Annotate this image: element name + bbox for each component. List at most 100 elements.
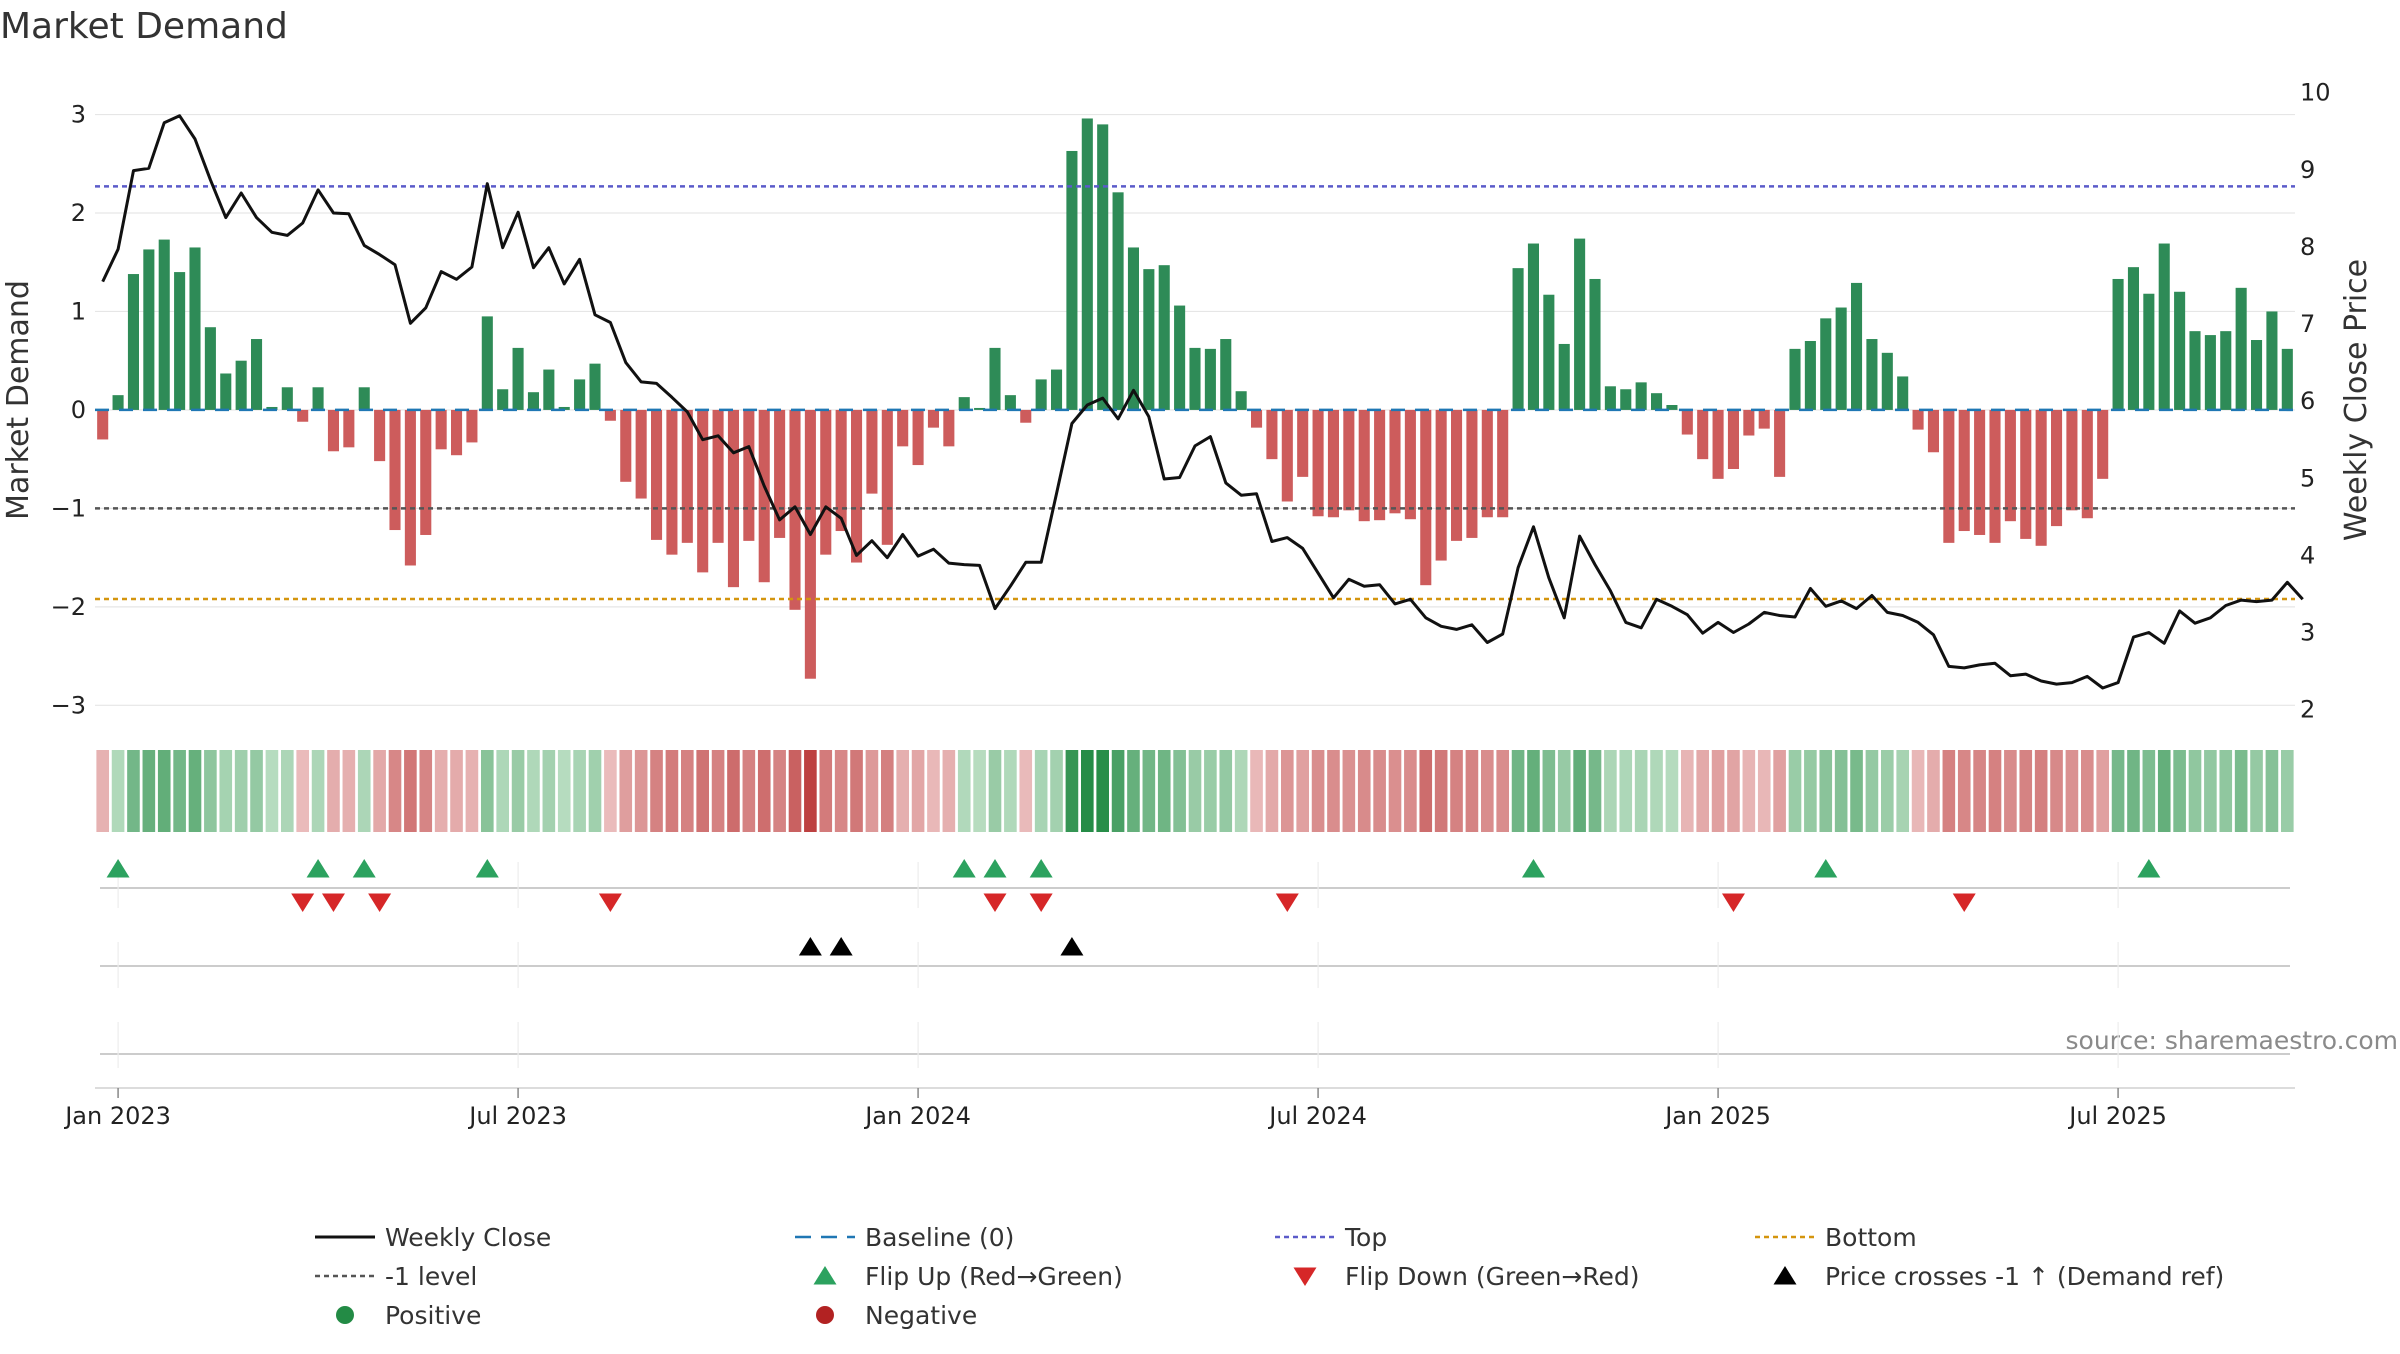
strip-cell — [542, 750, 556, 832]
demand-bars — [97, 118, 2293, 679]
strip-cell — [896, 750, 909, 832]
strip-cell — [1188, 750, 1202, 832]
demand-bar — [1974, 409, 1986, 535]
strip-cell — [234, 750, 248, 832]
y-axis: 3 2 1 0 −1 −2 −3 — [51, 101, 86, 720]
demand-bar — [1543, 294, 1555, 410]
strip-cell — [1588, 750, 1602, 832]
demand-bar — [1681, 409, 1693, 435]
strip-cell — [481, 750, 494, 832]
strip-cell — [1788, 750, 1802, 832]
demand-bar — [697, 409, 709, 573]
demand-bar — [1435, 409, 1447, 561]
demand-bar — [1989, 409, 2001, 543]
demand-color-strip — [96, 750, 2294, 832]
demand-bar — [1804, 341, 1816, 410]
demand-bar — [2020, 409, 2032, 539]
strip-cell — [1357, 750, 1371, 832]
demand-bar — [1051, 369, 1063, 410]
demand-bar — [1866, 339, 1878, 410]
demand-bar — [1958, 409, 1970, 532]
strip-cell — [711, 750, 725, 832]
demand-bar — [2189, 331, 2201, 410]
demand-bar — [1097, 124, 1109, 410]
demand-bar — [958, 397, 970, 410]
demand-bar — [2127, 267, 2139, 410]
y-tick-label: 3 — [71, 101, 86, 129]
demand-bar — [1835, 307, 1847, 410]
demand-bar — [204, 327, 216, 410]
strip-cell — [1388, 750, 1402, 832]
legend-label: Negative — [865, 1301, 977, 1330]
strip-cell — [527, 750, 540, 832]
demand-bar — [851, 409, 863, 563]
flip-down-marker — [1952, 893, 1976, 912]
legend-swatch-triangle-up — [1773, 1266, 1797, 1285]
legend-label: Price crosses -1 ↑ (Demand ref) — [1825, 1262, 2224, 1291]
strip-cell — [850, 750, 863, 832]
demand-bar — [2266, 311, 2278, 410]
demand-bar — [1266, 409, 1278, 460]
demand-bar — [1235, 391, 1247, 410]
price-cross-marker — [1060, 937, 1084, 956]
demand-bar — [604, 409, 616, 421]
strip-cell — [1911, 750, 1925, 832]
price-cross-marker — [829, 937, 853, 956]
strip-cell — [1850, 750, 1863, 832]
strip-cell — [1034, 750, 1048, 832]
strip-cell — [296, 750, 309, 832]
demand-bar — [1389, 409, 1401, 514]
demand-bar — [835, 409, 847, 532]
demand-bar — [1620, 389, 1632, 410]
demand-bar — [635, 409, 647, 499]
strip-cell — [1281, 750, 1294, 832]
y2-axis-title: Weekly Close Price — [2339, 259, 2374, 541]
strip-cell — [188, 750, 202, 832]
flip-down-marker — [1029, 893, 1053, 912]
strip-cell — [1373, 750, 1386, 832]
strip-cell — [1481, 750, 1494, 832]
demand-bar — [2004, 409, 2016, 522]
legend-entry: Bottom — [1755, 1223, 1917, 1252]
strip-cell — [1696, 750, 1709, 832]
demand-bar — [2220, 331, 2232, 410]
x-tick-label: Jan 2025 — [1663, 1102, 1771, 1130]
strip-cell — [1988, 750, 2002, 832]
strip-cell — [1881, 750, 1894, 832]
demand-bar — [2158, 243, 2170, 410]
strip-cell — [204, 750, 217, 832]
strip-cell — [142, 750, 156, 832]
demand-bar — [1789, 348, 1801, 410]
demand-bar — [666, 409, 678, 555]
strip-cell — [1327, 750, 1340, 832]
demand-bar — [1727, 409, 1739, 469]
strip-cell — [1711, 750, 1725, 832]
demand-bar — [1527, 243, 1539, 410]
strip-cell — [742, 750, 756, 832]
demand-bar — [1112, 192, 1124, 410]
demand-bar — [758, 409, 770, 583]
strip-cell — [988, 750, 1002, 832]
strip-cell — [1819, 750, 1833, 832]
strip-cell — [1773, 750, 1786, 832]
strip-cell — [1727, 750, 1740, 832]
flip-up-marker — [2137, 859, 2161, 878]
strip-cell — [2219, 750, 2233, 832]
strip-cell — [2250, 750, 2263, 832]
strip-cell — [1081, 750, 1094, 832]
legend-entry: -1 level — [315, 1262, 477, 1291]
strip-cell — [1804, 750, 1817, 832]
demand-bar — [2035, 409, 2047, 546]
strip-cell — [496, 750, 509, 832]
strip-cell — [281, 750, 294, 832]
demand-bar — [312, 387, 324, 410]
demand-bar — [2174, 291, 2186, 410]
strip-cell — [2188, 750, 2202, 832]
strip-cell — [957, 750, 971, 832]
legend-swatch-triangle-up — [813, 1266, 837, 1285]
legend-entry: Weekly Close — [315, 1223, 551, 1252]
strip-cell — [1204, 750, 1217, 832]
strip-cell — [1157, 750, 1171, 832]
strip-cell — [973, 750, 986, 832]
demand-bar — [2143, 293, 2155, 410]
